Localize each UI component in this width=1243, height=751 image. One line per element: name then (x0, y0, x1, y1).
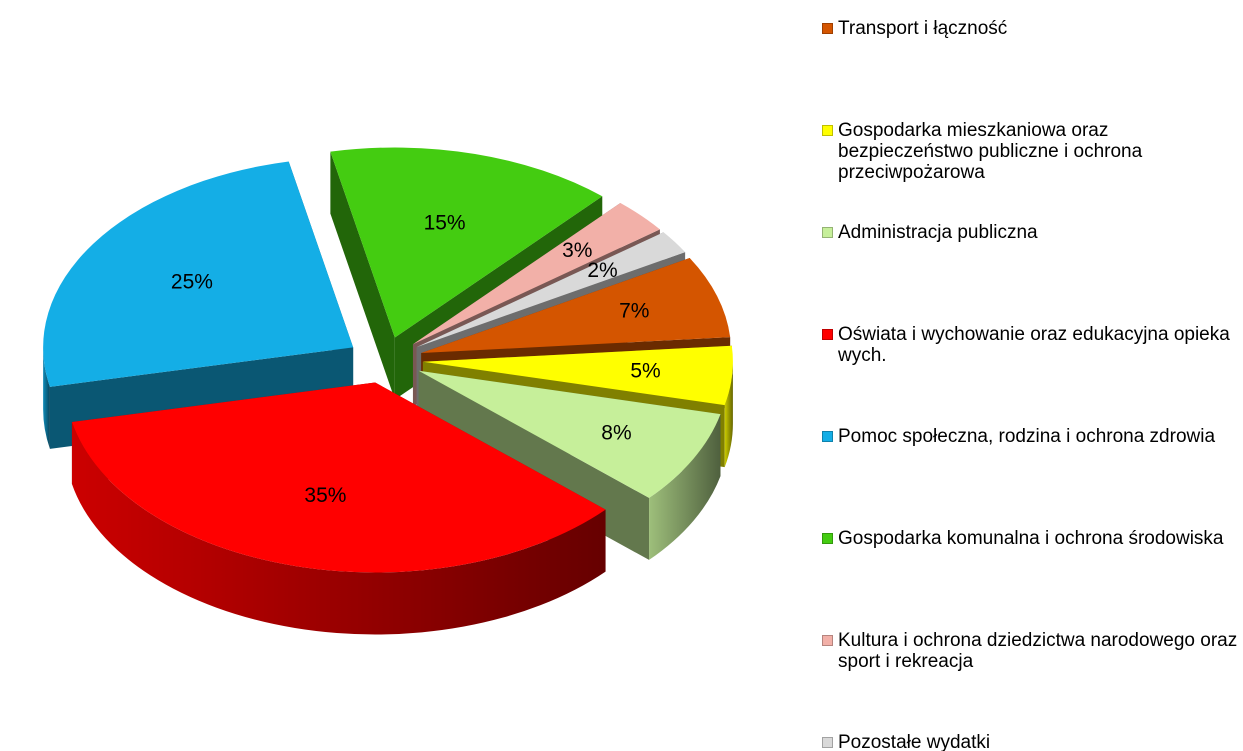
data-label: 7% (619, 300, 649, 323)
legend-item: Pomoc społeczna, rodzina i ochrona zdrow… (822, 426, 1242, 447)
slice (71, 382, 606, 573)
legend-swatch (822, 431, 833, 442)
legend-swatch (822, 23, 833, 34)
slice (418, 370, 721, 498)
data-label: 5% (630, 359, 660, 382)
data-label: 3% (562, 239, 592, 262)
legend-item: Transport i łączność (822, 18, 1242, 39)
data-label: 2% (587, 259, 617, 282)
slice-wall (43, 347, 50, 449)
slice (416, 232, 686, 348)
slice (421, 258, 731, 354)
legend-swatch (822, 737, 833, 748)
pie-area: 7% 5% 8% 35% 25% 15% 3%2% (43, 147, 733, 635)
legend-swatch (822, 329, 833, 340)
slice (412, 203, 660, 345)
slice-wall (649, 414, 721, 560)
data-label: 25% (171, 271, 213, 294)
slice (43, 161, 354, 387)
data-label: 15% (424, 211, 466, 234)
legend-label: Oświata i wychowanie oraz edukacyjna opi… (838, 324, 1230, 366)
slice-side (330, 151, 395, 400)
legend-label: Kultura i ochrona dziedzictwa narodowego… (838, 630, 1238, 672)
legend-swatch (822, 533, 833, 544)
legend-item: Kultura i ochrona dziedzictwa narodowego… (822, 630, 1242, 672)
slice-wall (71, 421, 606, 635)
legend-item: Oświata i wychowanie oraz edukacyjna opi… (822, 324, 1242, 366)
legend-label: Pozostałe wydatki (838, 732, 991, 751)
legend-swatch (822, 125, 833, 136)
legend-item: Gospodarka mieszkaniowa oraz bezpieczeńs… (822, 120, 1242, 183)
legend-swatch (822, 227, 833, 238)
legend-item: Administracja publiczna (822, 222, 1242, 243)
data-label: 8% (601, 422, 631, 445)
legend-item: Gospodarka komunalna i ochrona środowisk… (822, 528, 1242, 549)
slice-wall (724, 361, 733, 468)
legend-swatch (822, 635, 833, 646)
legend-label: Pomoc społeczna, rodzina i ochrona zdrow… (838, 426, 1216, 447)
data-label: 35% (304, 484, 346, 507)
legend-label: Transport i łączność (838, 18, 1008, 39)
legend-item: Pozostałe wydatki (822, 732, 1242, 751)
legend-label: Gospodarka mieszkaniowa oraz bezpieczeńs… (838, 120, 1143, 183)
slice (330, 147, 603, 338)
legend-label: Gospodarka komunalna i ochrona środowisk… (838, 528, 1224, 549)
slice (422, 345, 733, 406)
legend-label: Administracja publiczna (838, 222, 1038, 243)
